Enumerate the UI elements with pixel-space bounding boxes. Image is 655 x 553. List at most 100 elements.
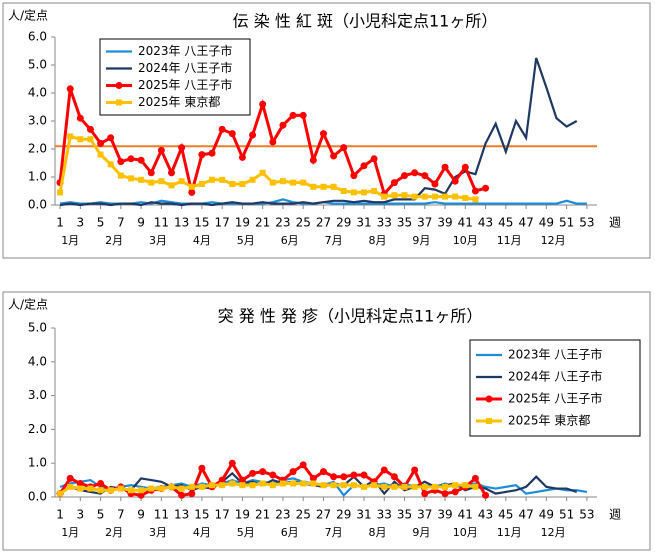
month-label: 10月 [453,234,478,247]
legend-marker [486,418,492,424]
x-tick-label: 5 [97,216,105,230]
point [137,491,145,499]
month-label: 11月 [497,526,522,539]
point [442,483,449,490]
point [228,130,236,138]
point [310,183,317,190]
point [411,193,418,200]
point [228,459,236,467]
x-tick-label: 31 [356,508,371,522]
month-label: 2月 [105,234,123,247]
point [360,162,368,170]
point [249,469,257,477]
point [380,466,388,474]
point [86,125,94,133]
x-tick-label: 11 [154,216,169,230]
point [249,131,257,139]
point [320,482,327,489]
month-label: 4月 [193,526,211,539]
month-label: 8月 [368,526,386,539]
point [452,482,459,489]
x-tick-label: 29 [336,216,351,230]
point [289,468,297,476]
point [279,480,286,487]
x-tick-label: 49 [539,216,554,230]
point [401,172,409,180]
x-axis-label: 週 [609,508,621,522]
x-tick-label: 15 [194,508,209,522]
point [77,136,84,143]
point [67,133,74,140]
x-tick-label: 31 [356,216,371,230]
point [390,179,398,187]
point [269,179,276,186]
month-label: 9月 [412,234,430,247]
point [279,121,287,129]
y-axis-label: 人/定点 [8,297,48,312]
point [371,482,378,489]
month-label: 5月 [237,234,255,247]
point [300,480,307,487]
point [229,480,236,487]
point [391,483,398,490]
point [320,183,327,190]
x-tick-label: 27 [316,216,331,230]
point [371,188,378,194]
series-line [59,57,578,207]
point [482,184,490,192]
point [87,136,94,143]
point [249,482,256,489]
point [76,479,84,487]
x-tick-label: 15 [194,216,209,230]
point [462,482,469,489]
point [158,485,165,492]
point [309,156,317,164]
month-label: 3月 [149,526,167,539]
legend-label: 2024年 八王子市 [508,369,602,384]
month-label: 1月 [61,526,79,539]
legend-marker [116,99,122,106]
y-tick-label: 5.0 [28,58,47,72]
x-tick-label: 45 [498,508,513,522]
point [319,468,327,476]
point [178,144,186,152]
point [188,183,195,190]
x-tick-label: 33 [377,508,392,522]
point [299,461,307,469]
point [471,474,479,482]
x-tick-label: 41 [458,508,473,522]
point [239,482,246,489]
point [67,483,74,490]
x-tick-label: 47 [518,216,533,230]
point [259,468,267,476]
month-label: 1月 [61,234,79,247]
point [411,466,419,474]
point [370,155,378,163]
x-tick-label: 3 [77,508,85,522]
point [117,172,124,179]
x-tick-label: 29 [336,508,351,522]
point [87,485,94,492]
x-tick-label: 19 [235,216,250,230]
month-label: 2月 [105,526,123,539]
x-tick-label: 41 [458,216,473,230]
point [472,483,479,490]
point [452,193,459,200]
point [229,181,236,187]
x-tick-label: 51 [559,216,574,230]
y-tick-label: 4.0 [28,86,47,100]
point [66,85,74,93]
point [401,192,408,199]
point [411,483,418,490]
point [57,189,64,196]
point [451,488,459,496]
x-tick-label: 5 [97,508,105,522]
chart-title: 伝 染 性 紅 斑（小児科定点11ヶ所） [233,12,498,31]
x-tick-label: 35 [397,216,412,230]
point [299,111,307,119]
point [97,139,105,147]
point [421,172,429,180]
point [442,193,449,200]
x-tick-label: 11 [154,508,169,522]
point [360,471,368,479]
